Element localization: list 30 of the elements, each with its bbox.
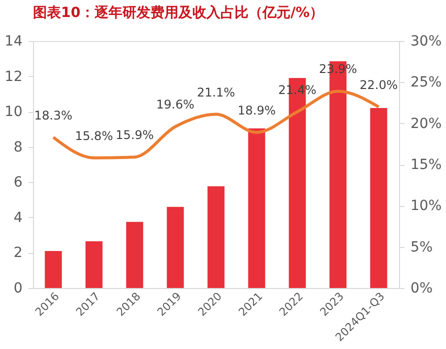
bar <box>166 206 184 288</box>
y2-tick-label: 0% <box>410 280 433 296</box>
data-label: 15.8% <box>74 128 114 143</box>
y2-tick-label: 15% <box>410 157 442 173</box>
y-tick-label: 12 <box>4 68 22 85</box>
bar <box>126 222 144 288</box>
y-tick-label: 10 <box>4 104 22 120</box>
data-label: 15.9% <box>116 128 154 142</box>
y2-tick-label: 10% <box>410 198 442 214</box>
data-label: 19.6% <box>156 98 194 112</box>
bar <box>208 186 224 288</box>
y-tick-label: 6 <box>14 174 23 191</box>
data-label: 21.1% <box>196 85 236 100</box>
bar <box>44 250 62 288</box>
data-label: 18.9% <box>238 103 276 118</box>
chart-title: 图表10：逐年研发费用及收入占比（亿元/%） <box>33 5 324 21</box>
y-tick-label: 14 <box>4 34 23 50</box>
y2-tick-label: 25% <box>410 74 442 91</box>
bar <box>370 108 388 288</box>
data-label: 22.0% <box>360 78 398 92</box>
data-label: 18.3% <box>34 108 72 122</box>
bar <box>248 128 266 288</box>
y-tick-label: 0 <box>14 280 22 296</box>
y-tick-label: 2 <box>14 245 22 262</box>
y2-tick-label: 5% <box>410 239 433 256</box>
y2-tick-label: 20% <box>410 116 442 132</box>
y2-tick-label: 30% <box>410 34 442 50</box>
bar <box>86 241 102 288</box>
y-tick-label: 4 <box>14 210 23 226</box>
y-tick-label: 8 <box>14 139 22 156</box>
